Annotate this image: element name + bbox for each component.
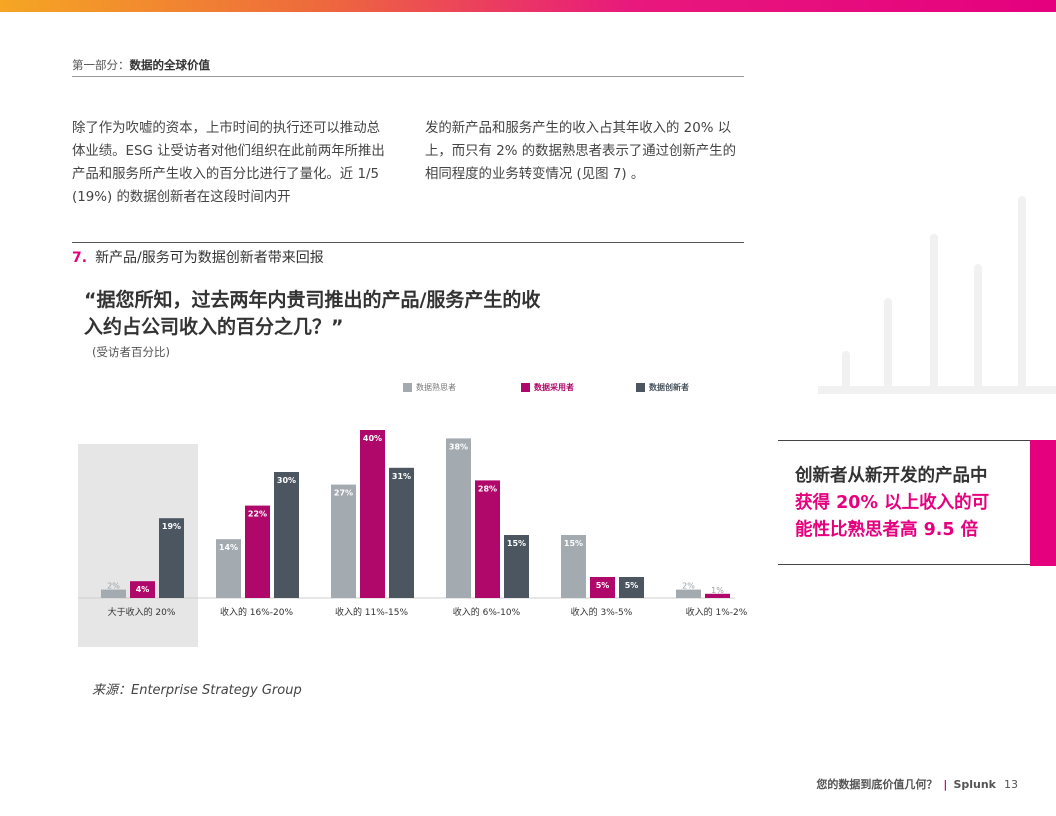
- data-label: 15%: [507, 539, 526, 548]
- data-label: 2%: [682, 582, 695, 591]
- bar: [446, 438, 471, 598]
- top-gradient-bar: [0, 0, 1056, 12]
- category-label: 大于收入的 20%: [108, 606, 176, 618]
- decorative-bars-graphic: [818, 196, 1056, 394]
- bar: [619, 577, 644, 598]
- footer-text: 您的数据到底价值几何？: [816, 778, 938, 791]
- bar: [360, 430, 385, 598]
- callout-line-3: 能性比熟思者高 9.5 倍: [795, 520, 979, 540]
- data-label: 15%: [564, 539, 583, 548]
- legend-item-adopter: 数据采用者: [521, 382, 574, 393]
- data-label: 30%: [277, 476, 296, 485]
- survey-question-line-2: 入约占公司收入的百分之几？”: [84, 316, 344, 338]
- bar: [561, 535, 586, 598]
- figure-title-text: 新产品/服务可为数据创新者带来回报: [95, 250, 324, 266]
- figure-number: 7.: [72, 250, 88, 266]
- legend-item-novice: 数据熟思者: [403, 382, 456, 393]
- bar: [274, 472, 299, 598]
- header-divider: [72, 76, 744, 77]
- data-label: 2%: [107, 582, 120, 591]
- callout-box: 创新者从新开发的产品中 获得 20% 以上收入的可 能性比熟思者高 9.5 倍: [778, 439, 1056, 566]
- data-label: 22%: [248, 510, 267, 519]
- legend-item-innovator: 数据创新者: [636, 382, 689, 393]
- legend-label: 数据熟思者: [416, 383, 456, 392]
- footer-brand: Splunk: [953, 778, 996, 791]
- page-number: 13: [1004, 778, 1018, 791]
- figure-divider: [72, 242, 744, 243]
- bar: [101, 589, 126, 598]
- body-text-left: 除了作为吹嘘的资本，上市时间的执行还可以推动总体业绩。ESG 让受访者对他们组织…: [72, 121, 385, 205]
- data-label: 38%: [449, 442, 468, 451]
- category-label: 收入的 3%-5%: [571, 606, 633, 618]
- callout-line-1: 创新者从新开发的产品中: [795, 466, 988, 486]
- bar: [216, 539, 241, 598]
- bar: [159, 518, 184, 598]
- data-label: 4%: [136, 585, 150, 594]
- bar: [475, 480, 500, 598]
- data-label: 19%: [162, 522, 181, 531]
- bar: [130, 581, 155, 598]
- bar: [504, 535, 529, 598]
- legend-label: 数据创新者: [649, 383, 689, 392]
- bar: [676, 589, 701, 598]
- legend-swatch: [403, 383, 412, 392]
- callout-accent-bar: [1030, 439, 1056, 566]
- footer-separator: |: [943, 778, 948, 791]
- bar: [245, 505, 270, 598]
- section-title: 数据的全球价值: [129, 58, 211, 72]
- callout-text: 创新者从新开发的产品中 获得 20% 以上收入的可 能性比熟思者高 9.5 倍: [795, 463, 1015, 544]
- data-label: 1%: [711, 586, 724, 595]
- data-label: 5%: [625, 581, 639, 590]
- page-footer: 您的数据到底价值几何？ | Splunk 13: [816, 776, 1018, 792]
- category-label: 收入的 16%-20%: [220, 606, 294, 618]
- bar: [705, 593, 730, 598]
- figure-title: 7. 新产品/服务可为数据创新者带来回报: [72, 247, 324, 267]
- data-label: 40%: [363, 434, 382, 443]
- survey-question-line-1: “据您所知，过去两年内贵司推出的产品/服务产生的收: [84, 289, 541, 311]
- category-label: 收入的 1%-2%: [686, 606, 748, 618]
- bar: [389, 467, 414, 598]
- figure-subtitle: (受访者百分比): [92, 345, 170, 359]
- bar: [590, 577, 615, 598]
- body-text-right: 发的新产品和服务产生的收入占其年收入的 20% 以上，而只有 2% 的数据熟思者…: [425, 121, 736, 182]
- legend-label: 数据采用者: [534, 383, 574, 392]
- data-label: 28%: [478, 484, 497, 493]
- data-label: 5%: [596, 581, 610, 590]
- legend-swatch: [521, 383, 530, 392]
- source-note: 来源：Enterprise Strategy Group: [92, 683, 302, 698]
- bar: [331, 484, 356, 598]
- survey-question: “据您所知，过去两年内贵司推出的产品/服务产生的收 入约占公司收入的百分之几？”: [84, 287, 554, 341]
- callout-line-2: 获得 20% 以上收入的可: [795, 493, 990, 513]
- legend-swatch: [636, 383, 645, 392]
- category-label: 收入的 6%-10%: [453, 606, 521, 618]
- category-label: 收入的 11%-15%: [335, 606, 409, 618]
- data-label: 31%: [392, 472, 411, 481]
- section-prefix: 第一部分：: [72, 58, 130, 72]
- data-label: 27%: [334, 489, 353, 498]
- bar-chart: 2% 4% 19% 大于收入的 20% 14% 22% 30% 收入的 16%-20% 27% 4…: [78, 430, 748, 647]
- section-header: 第一部分：数据的全球价值: [72, 57, 210, 73]
- data-label: 14%: [219, 543, 238, 552]
